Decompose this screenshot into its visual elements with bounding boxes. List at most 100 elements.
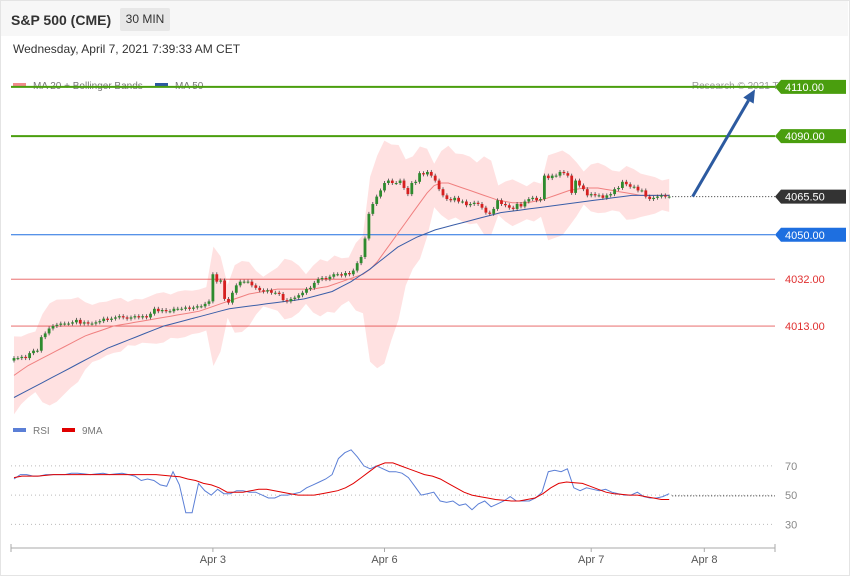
candle-body	[410, 183, 414, 195]
candle-body	[145, 316, 148, 318]
candle-body	[476, 202, 480, 204]
candle-body	[531, 197, 535, 200]
candle-body	[270, 290, 273, 293]
candle-body	[628, 184, 632, 187]
candle-body	[539, 199, 542, 201]
candle-body	[543, 175, 546, 200]
legend-9ma-label: 9MA	[82, 426, 103, 437]
candle-body	[609, 194, 613, 196]
candle-body	[215, 274, 219, 282]
candle-body	[184, 307, 187, 309]
candle-body	[367, 213, 371, 239]
arrow-shaft	[691, 99, 750, 198]
candle-body	[71, 322, 74, 324]
candle-body	[125, 317, 129, 319]
candle-body	[297, 295, 301, 298]
support-label: 4013.00	[785, 321, 825, 333]
candle-body	[379, 190, 382, 197]
candle-body	[351, 270, 355, 275]
candle-body	[667, 196, 671, 198]
candle-body	[566, 173, 570, 176]
candle-body	[433, 175, 437, 181]
candle-body	[648, 196, 652, 200]
target-label: 4090.00	[785, 131, 825, 143]
candle-body	[492, 208, 496, 214]
rsi-tick-label: 50	[785, 490, 797, 502]
candle-body	[289, 298, 293, 302]
candle-body	[371, 203, 375, 214]
candle-body	[277, 292, 281, 294]
candle-body	[75, 319, 78, 323]
candle-body	[355, 263, 359, 271]
candle-body	[227, 298, 230, 303]
candle-body	[398, 180, 402, 184]
candle-body	[12, 358, 16, 361]
candle-body	[266, 290, 269, 292]
candle-body	[121, 316, 125, 318]
candle-body	[523, 201, 527, 207]
candle-body	[192, 307, 195, 309]
candle-body	[437, 180, 441, 190]
candle-body	[383, 183, 386, 191]
last-price-tag	[775, 189, 846, 204]
candle-body	[585, 189, 589, 196]
candle-body	[387, 180, 390, 184]
candle-body	[250, 281, 254, 286]
candle-body	[336, 274, 340, 276]
candle-body	[180, 308, 184, 310]
candle-body	[663, 195, 667, 197]
trend-arrow	[691, 89, 755, 198]
candle-body	[344, 273, 347, 276]
candle-body	[644, 190, 648, 197]
candle-body	[582, 185, 585, 190]
level-lines	[11, 85, 775, 327]
candle-body	[507, 205, 511, 208]
candle-body	[133, 316, 137, 318]
rsi-tick-label: 70	[785, 461, 797, 473]
candle-body	[414, 181, 418, 184]
timeframe-badge[interactable]: 30 MIN	[120, 8, 170, 31]
candle-body	[320, 277, 324, 280]
x-axis-label: Apr 7	[578, 554, 604, 566]
candle-body	[254, 285, 258, 288]
candle-body	[390, 180, 394, 184]
x-axis-label: Apr 3	[200, 554, 226, 566]
candle-body	[242, 281, 246, 283]
candle-body	[484, 207, 488, 213]
candle-body	[301, 292, 304, 296]
candle-body	[90, 323, 94, 325]
candle-body	[429, 171, 433, 176]
candle-body	[305, 289, 308, 293]
legend-rsi-label: RSI	[33, 426, 50, 437]
candle-body	[234, 285, 238, 293]
candle-body	[617, 187, 620, 190]
candle-body	[402, 180, 406, 188]
candle-body	[519, 203, 523, 207]
candle-body	[640, 190, 644, 192]
candles	[12, 169, 671, 363]
rsi-swatch	[13, 428, 26, 433]
candle-body	[449, 199, 453, 201]
target-label: 4110.00	[785, 82, 824, 94]
timestamp: Wednesday, April 7, 2021 7:39:33 AM CET	[13, 42, 241, 56]
candle-body	[472, 202, 476, 204]
candle-body	[504, 203, 507, 206]
candle-body	[55, 324, 59, 327]
candle-body	[207, 301, 211, 304]
candle-body	[578, 180, 581, 186]
candle-body	[114, 317, 117, 319]
candle-body	[82, 322, 86, 324]
candle-body	[550, 175, 554, 179]
ma9-swatch	[62, 428, 75, 433]
candle-body	[141, 316, 145, 318]
candle-body	[219, 280, 223, 282]
candle-body	[601, 195, 605, 198]
candle-body	[562, 171, 566, 174]
candle-body	[652, 197, 655, 200]
ma20-swatch	[13, 83, 26, 88]
candle-body	[363, 238, 367, 257]
candle-body	[621, 181, 624, 188]
candle-body	[98, 321, 102, 323]
candle-body	[28, 353, 31, 359]
